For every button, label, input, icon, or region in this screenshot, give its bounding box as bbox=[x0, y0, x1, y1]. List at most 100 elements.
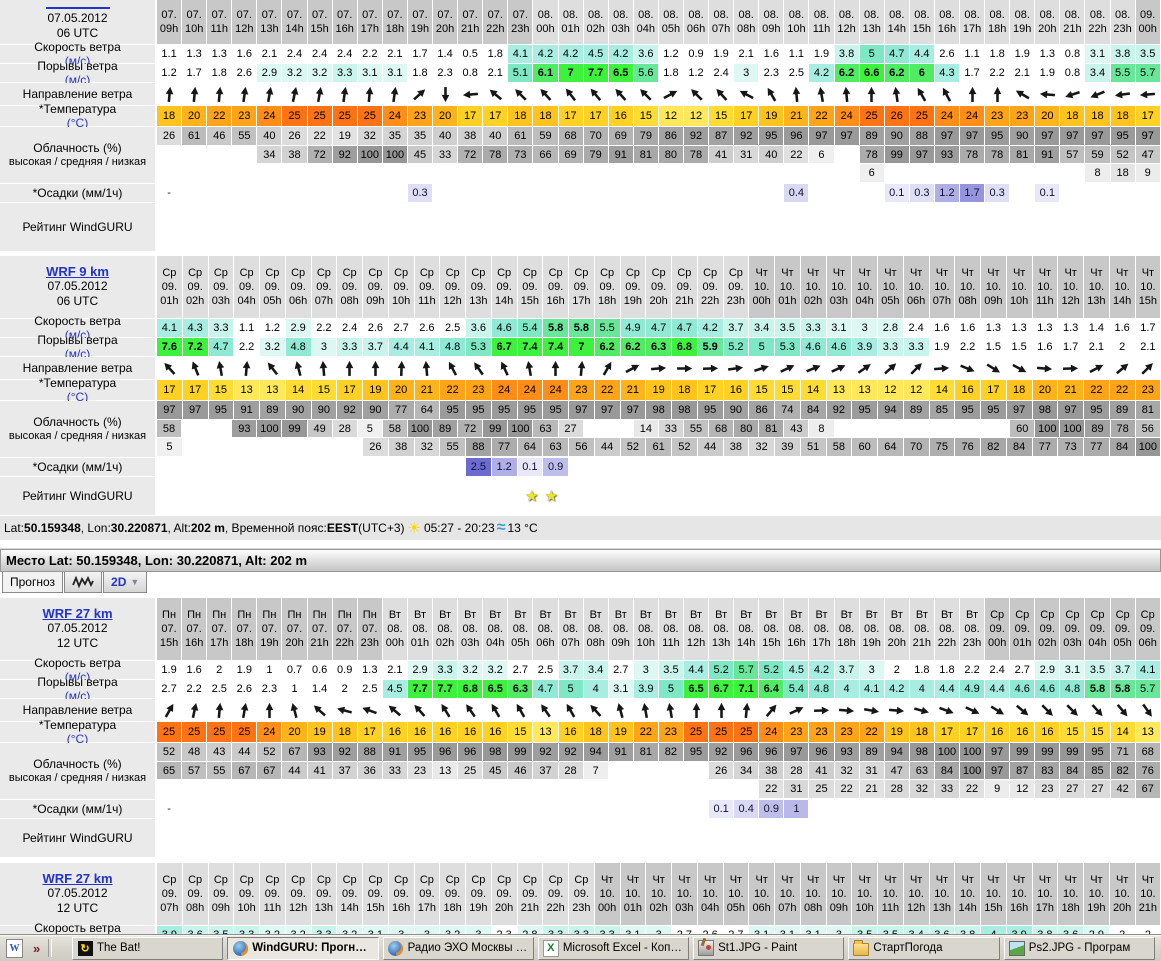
cloud-high-cell: 71 bbox=[1110, 743, 1135, 761]
taskbar-button[interactable]: WindGURU: Прогноз ... bbox=[227, 936, 379, 960]
wind-gusts-cell: 5.1 bbox=[508, 64, 533, 82]
temperature-cell: 17 bbox=[934, 722, 959, 742]
wind-speed-cell: 3.6 bbox=[633, 45, 658, 63]
firefox-icon bbox=[388, 940, 404, 956]
model-link[interactable]: WRF 27 km bbox=[42, 606, 113, 621]
taskbar-button[interactable]: X Microsoft Excel - Копия ... bbox=[537, 936, 690, 960]
tab-graph[interactable] bbox=[64, 572, 103, 593]
wind-speed-cell: 2.1 bbox=[261, 48, 278, 60]
cloud-high-cell: 97 bbox=[1085, 127, 1110, 145]
taskbar-button[interactable]: СтартПогода bbox=[848, 936, 1000, 960]
precipitation-cell bbox=[684, 184, 708, 202]
wind-gusts-cell: 5 bbox=[558, 680, 583, 698]
cloud-high-cell: 92 bbox=[558, 743, 583, 761]
model-link[interactable]: WRF 9 km bbox=[46, 264, 109, 279]
wind-direction-arrow-icon bbox=[543, 357, 568, 379]
wind-speed-cell: 3.4 bbox=[583, 661, 608, 679]
wind-gusts-cell: 6.8 bbox=[458, 680, 483, 698]
wind-direction-arrow-icon bbox=[1084, 357, 1109, 379]
cloud-high-cell: 100 bbox=[934, 743, 959, 761]
wind-gusts-cell: 3.2 bbox=[307, 64, 332, 82]
wind-speed-cell: 2.4 bbox=[989, 664, 1005, 676]
cloud-low-cell bbox=[1035, 164, 1059, 182]
precipitation-cell bbox=[860, 800, 884, 818]
wind-gusts-row: Порывы ветра (м/с) 1.2 1.7 1.8 2.6 2.9 3.2 3.2 3… bbox=[0, 59, 1161, 87]
rating-label: Рейтинг WindGURU bbox=[0, 819, 155, 857]
temperature-row-label-unit-link[interactable]: (°C) bbox=[66, 390, 89, 404]
temperature-row-label-unit-link[interactable]: (°C) bbox=[66, 116, 89, 130]
cloud-low-cell: 21 bbox=[859, 780, 884, 799]
column-header: Ср 09. 21h bbox=[672, 256, 697, 318]
cloud-mid-cell: 84 bbox=[1060, 761, 1085, 780]
temperature-cell: 14 bbox=[929, 380, 955, 400]
cloud-mid-cell: 91 bbox=[608, 145, 633, 164]
cloud-mid-cell bbox=[835, 420, 859, 438]
wind-speed-cell: 2.6 bbox=[939, 48, 955, 60]
wind-direction-arrow-icon bbox=[483, 83, 507, 105]
overflow-chevron-icon[interactable]: » bbox=[33, 940, 41, 956]
cloud-low-cell bbox=[559, 780, 583, 798]
temperature-cell: 16 bbox=[1035, 722, 1060, 742]
column-header: Ср 09. 23h bbox=[569, 863, 594, 925]
column-header: 08. 13h bbox=[859, 0, 884, 44]
temperature-row-label-unit-link[interactable]: (°C) bbox=[66, 732, 89, 746]
cloud-mid-cell: 37 bbox=[332, 761, 357, 780]
cloud-low-cell: 44 bbox=[697, 438, 723, 457]
wind-gusts-cell: 3 bbox=[734, 64, 759, 82]
cloud-mid-cell: 87 bbox=[1010, 761, 1035, 780]
model-link[interactable]: WRF 27 km bbox=[42, 871, 113, 886]
cloud-low-cell bbox=[910, 164, 934, 182]
wind-gusts-cell: 7.6 bbox=[157, 338, 182, 356]
cloud-high-cell: 35 bbox=[407, 127, 433, 145]
wind-speed-cell: 1.3 bbox=[1039, 48, 1055, 60]
wind-direction-arrow-icon bbox=[659, 83, 683, 105]
cloud-mid-cell: 92 bbox=[332, 145, 357, 164]
precipitation-cell bbox=[433, 800, 457, 818]
model-label: WRF 27 km 07.05.2012 12 UTC bbox=[0, 863, 155, 925]
wind-gusts-cell: 2.5 bbox=[211, 683, 227, 695]
temperature-cell: 16 bbox=[985, 722, 1010, 742]
wind-direction-arrow-icon bbox=[1060, 83, 1084, 105]
wind-gusts-cell: 7.2 bbox=[182, 338, 208, 356]
column-header: 07. 16h bbox=[332, 0, 357, 44]
word-icon[interactable]: W bbox=[6, 938, 23, 958]
wind-speed-cell: 2.4 bbox=[311, 48, 328, 60]
wind-gusts-cell: 5.2 bbox=[723, 338, 749, 356]
temperature-row: *Температура (°C) 25 25 25 25 24 20 19 18 17 16 16 1… bbox=[0, 718, 1161, 746]
wind-gusts-cell: 3.3 bbox=[903, 338, 929, 356]
temperature-cell: 25 bbox=[357, 106, 382, 126]
wind-speed-cell: 3.7 bbox=[1110, 661, 1135, 679]
taskbar-button[interactable]: Радио ЭХО Москвы - М... bbox=[382, 936, 534, 960]
excel-icon: X bbox=[542, 939, 559, 957]
precipitation-cell bbox=[835, 184, 859, 202]
column-header: Ср 09. 16h bbox=[543, 256, 568, 318]
temperature-cell: 26 bbox=[884, 106, 909, 126]
wind-direction-arrow-icon bbox=[709, 83, 733, 105]
column-header: Чт 10. 15h bbox=[1135, 256, 1161, 318]
tab-2d-dropdown[interactable]: 2D ▼ bbox=[103, 572, 148, 593]
taskbar-button-label: The Bat! bbox=[97, 942, 141, 954]
rating-row: Рейтинг WindGURU bbox=[0, 203, 1161, 251]
temperature-cell: 17 bbox=[337, 380, 362, 400]
cloud-mid-cell: 36 bbox=[357, 761, 382, 780]
wind-gusts-cell: 4.1 bbox=[859, 680, 884, 698]
wind-direction-arrow-icon bbox=[207, 699, 231, 721]
cloud-low-cell: 84 bbox=[1006, 438, 1032, 457]
precipitation-cell: 1 bbox=[784, 800, 809, 818]
tab-forecast[interactable]: Прогноз bbox=[2, 572, 64, 593]
taskbar-button[interactable]: Ps2.JPG - Програм bbox=[1003, 936, 1155, 960]
wind-direction-arrow-icon bbox=[286, 357, 311, 379]
precipitation-cell bbox=[981, 458, 1006, 476]
precipitation-cell bbox=[232, 800, 256, 818]
taskbar-button[interactable]: St1.JPG - Paint bbox=[693, 936, 845, 960]
model-link-clipped[interactable] bbox=[45, 4, 110, 9]
taskbar-button[interactable]: ↻ The Bat! bbox=[72, 936, 224, 960]
wind-gusts-cell: 1.7 bbox=[964, 67, 980, 79]
cloud-high-cell: 84 bbox=[800, 401, 826, 419]
wind-speed-cell: 2.4 bbox=[337, 48, 353, 60]
wind-speed-row: Скорость ветра (м/с) 4.1 4.3 3.3 1.1 1.2 2.9 2.… bbox=[0, 314, 1161, 342]
cloud-mid-cell: 40 bbox=[759, 145, 784, 164]
model-utc: 12 UTC bbox=[56, 901, 99, 915]
column-header: Ср 09. 18h bbox=[440, 863, 465, 925]
rating-label: Рейтинг WindGURU bbox=[0, 203, 155, 251]
